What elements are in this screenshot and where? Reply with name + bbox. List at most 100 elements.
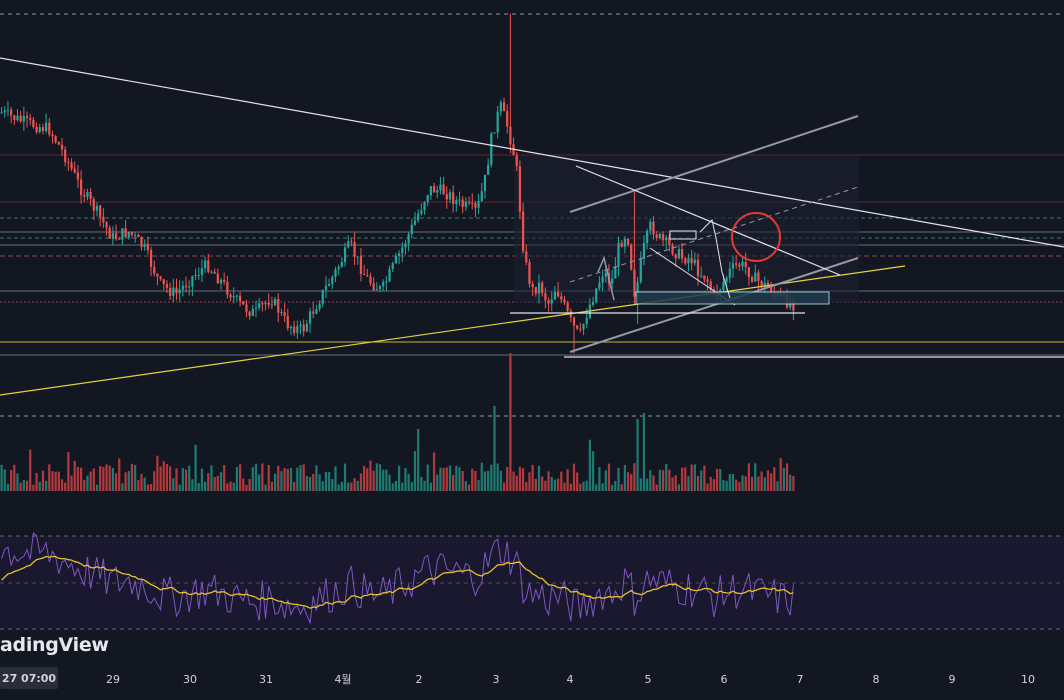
- volume-bar: [687, 476, 690, 491]
- candle-body: [394, 256, 398, 264]
- candle-body: [572, 317, 576, 326]
- volume-bar: [703, 465, 706, 491]
- volume-bar: [114, 473, 118, 491]
- candle-body: [585, 317, 588, 325]
- x-tick-label: 8: [873, 673, 880, 686]
- candle-body: [576, 325, 579, 329]
- candle-body: [235, 295, 239, 297]
- candle-body: [280, 312, 283, 314]
- candle-body: [623, 238, 626, 247]
- candle-body: [331, 276, 334, 285]
- time-axis-bg: [0, 664, 1064, 696]
- candle-body: [337, 266, 340, 270]
- candle-body: [169, 287, 172, 296]
- support-box: [635, 291, 830, 305]
- volume-bar: [436, 474, 439, 491]
- candle-body: [41, 127, 45, 131]
- candle-body: [766, 282, 770, 287]
- candle-body: [140, 237, 143, 247]
- volume-bar: [646, 478, 649, 491]
- candle-body: [426, 195, 429, 203]
- volume-bar: [44, 480, 48, 491]
- candle-body: [728, 268, 731, 278]
- volume-bar: [362, 465, 366, 491]
- volume-bar: [350, 482, 353, 491]
- candle-body: [153, 266, 156, 274]
- volume-bar: [162, 461, 165, 491]
- candle-body: [216, 273, 219, 284]
- candle-body: [671, 244, 674, 255]
- volume-bar: [747, 463, 751, 491]
- volume-bar: [480, 462, 483, 491]
- volume-bar: [404, 468, 407, 491]
- volume-bar: [67, 452, 70, 491]
- candle-body: [99, 205, 102, 217]
- candle-body: [83, 195, 86, 197]
- candle-body: [261, 303, 264, 305]
- volume-bar: [375, 463, 378, 491]
- candle-body: [267, 302, 270, 305]
- candle-body: [111, 233, 115, 239]
- candle-body: [436, 190, 439, 193]
- volume-bar: [458, 467, 461, 491]
- candle-body: [114, 233, 118, 239]
- candle-body: [747, 267, 751, 278]
- candle-body: [452, 192, 455, 204]
- volume-bar: [477, 480, 480, 491]
- candle-body: [397, 253, 401, 257]
- volume-bar: [766, 470, 770, 491]
- volume-bar: [591, 451, 595, 491]
- candle-body: [321, 289, 324, 304]
- candle-body: [3, 110, 6, 113]
- candle-body: [620, 242, 623, 247]
- volume-bar: [617, 467, 620, 491]
- volume-bar: [172, 478, 175, 491]
- x-tick-label: 6: [721, 673, 728, 686]
- volume-bar: [550, 476, 553, 491]
- volume-bar: [6, 483, 10, 491]
- volume-bar: [401, 482, 404, 491]
- volume-bar: [181, 468, 184, 491]
- volume-bar: [197, 482, 200, 491]
- volume-bar: [108, 465, 111, 491]
- candle-body: [528, 262, 531, 284]
- candle-body: [630, 244, 633, 270]
- candle-body: [378, 286, 382, 290]
- volume-bar: [159, 466, 162, 491]
- channel-mid-line: [569, 186, 859, 283]
- candle-body: [22, 115, 25, 122]
- highlight-zone: [514, 155, 859, 303]
- candle-body: [134, 234, 137, 236]
- volume-bar: [382, 469, 385, 491]
- candle-body: [404, 243, 407, 248]
- volume-bar: [547, 471, 550, 491]
- volume-bar: [83, 479, 86, 491]
- candle-body: [146, 244, 149, 251]
- volume-bar: [626, 472, 630, 491]
- candle-body: [19, 115, 22, 122]
- volume-bar: [448, 465, 452, 491]
- candle-body: [51, 134, 54, 137]
- volume-bar: [789, 474, 792, 491]
- candle-body: [604, 273, 607, 277]
- candle-body: [372, 283, 375, 291]
- candle-body: [226, 281, 229, 295]
- candle-body: [598, 282, 601, 289]
- candle-body: [693, 259, 696, 264]
- volume-bar: [302, 464, 305, 491]
- volume-bar: [391, 483, 394, 491]
- volume-bar: [642, 413, 646, 491]
- volume-bar: [680, 467, 684, 491]
- volume-bar: [649, 470, 652, 491]
- candle-body: [102, 216, 105, 223]
- volume-bar: [674, 475, 677, 491]
- candle-body: [464, 201, 467, 207]
- volume-bar: [560, 471, 563, 491]
- candle-body: [633, 269, 636, 297]
- volume-bar: [623, 464, 626, 491]
- candle-body: [550, 299, 553, 304]
- volume-bar: [315, 465, 318, 491]
- candle-body: [32, 119, 35, 128]
